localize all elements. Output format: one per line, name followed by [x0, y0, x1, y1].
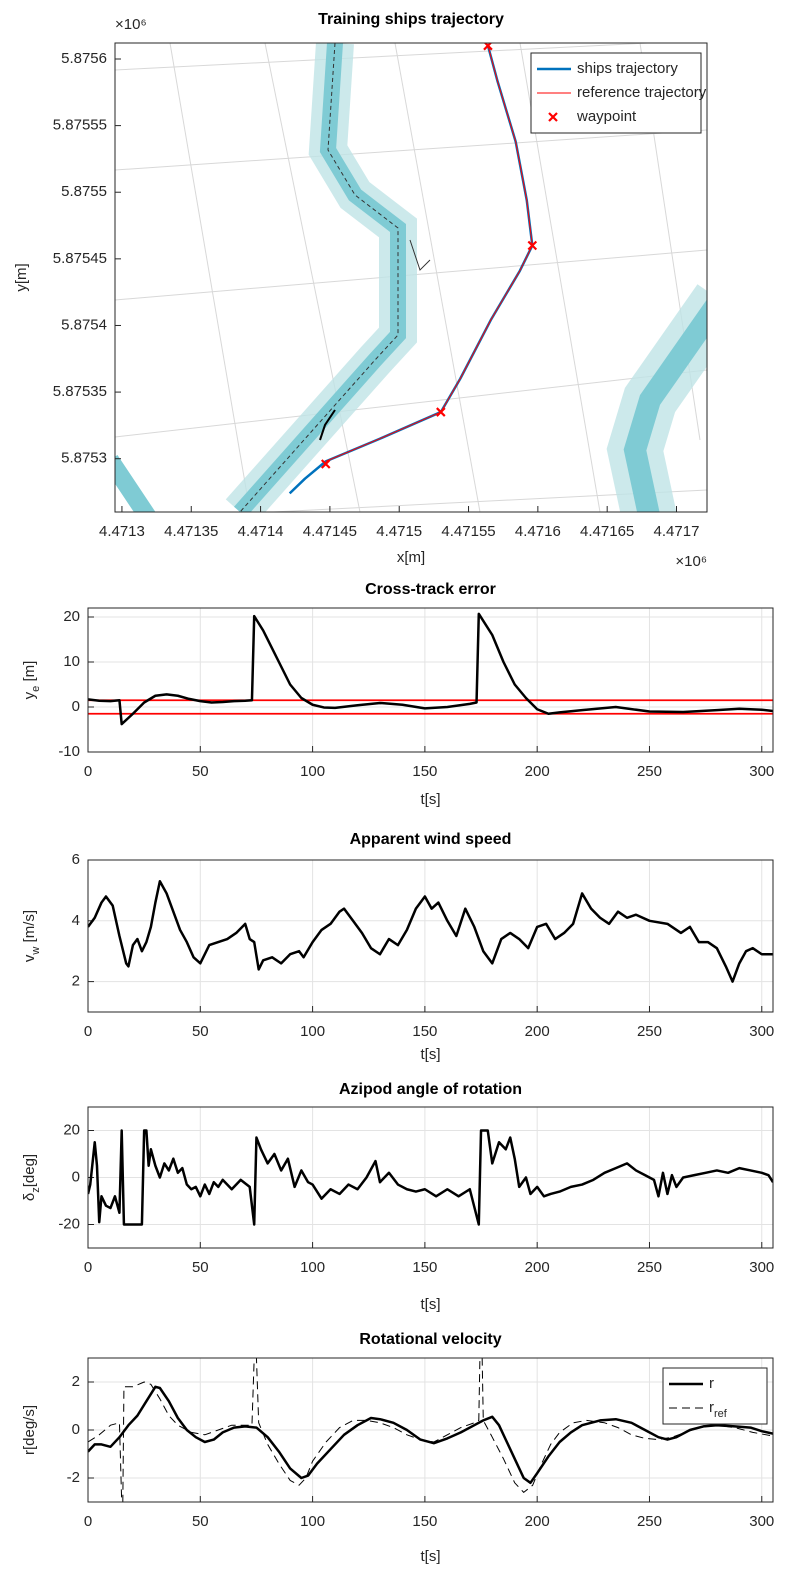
- plot-area: [88, 608, 773, 752]
- x-tick-label: 4.4714: [238, 523, 284, 540]
- legend-name: r: [709, 1375, 714, 1392]
- y-tick-label: 0: [72, 1421, 80, 1438]
- legend-name: waypoint: [576, 108, 637, 125]
- x-tick-label: 0: [84, 1259, 92, 1276]
- y-axis-label-suffix: [m/s]: [21, 910, 38, 947]
- x-tick-label: 300: [749, 1023, 774, 1040]
- x-axis-label: x[m]: [397, 549, 425, 566]
- figure: Training ships trajectory x[m] y[m] ×10⁶ ×10…: [0, 0, 787, 1594]
- x-tick-label: 4.4713: [99, 523, 145, 540]
- y-axis-label-suffix: [deg]: [21, 1154, 38, 1187]
- y-tick-label: 5.8754: [61, 316, 107, 333]
- x-axis-label: t[s]: [420, 1046, 440, 1063]
- x-tick-label: 0: [84, 763, 92, 780]
- y-tick-label: 2: [72, 1373, 80, 1390]
- x-tick-label: 300: [749, 1259, 774, 1276]
- x-tick-label: 4.4716: [515, 523, 561, 540]
- x-axis-label: t[s]: [420, 1548, 440, 1565]
- x-axis-label: t[s]: [420, 791, 440, 808]
- y-axis-label: r[deg/s]: [21, 1405, 38, 1455]
- x-tick-label: 4.4717: [654, 523, 700, 540]
- legend-subscript: ref: [714, 1408, 728, 1420]
- legend-label: r: [709, 1375, 714, 1392]
- x-tick-label: 50: [192, 763, 209, 780]
- x-tick-label: 50: [192, 1513, 209, 1530]
- x-tick-label: 4.47155: [441, 523, 495, 540]
- y-tick-label: 20: [63, 1121, 80, 1138]
- y-tick-label: 5.87545: [53, 250, 107, 267]
- x-tick-label: 150: [412, 1023, 437, 1040]
- y-tick-label: -20: [58, 1215, 80, 1232]
- x-tick-label: 100: [300, 763, 325, 780]
- chart-title: Apparent wind speed: [350, 831, 512, 848]
- x-axis-label: t[s]: [420, 1296, 440, 1313]
- chart-title: Azipod angle of rotation: [339, 1081, 522, 1098]
- chart-title: Rotational velocity: [359, 1331, 501, 1348]
- y-axis-label: vw [m/s]: [21, 910, 42, 962]
- y-tick-label: 6: [72, 851, 80, 868]
- y-tick-label: 5.8756: [61, 50, 107, 67]
- x-tick-label: 300: [749, 1513, 774, 1530]
- y-tick-label: 10: [63, 653, 80, 670]
- plot-area: [88, 860, 773, 1012]
- y-tick-label: 0: [72, 698, 80, 715]
- y-tick-label: 5.87555: [53, 117, 107, 134]
- x-tick-label: 200: [525, 1259, 550, 1276]
- x-tick-label: 150: [412, 763, 437, 780]
- y-tick-label: 0: [72, 1168, 80, 1185]
- x-tick-label: 250: [637, 763, 662, 780]
- x-tick-label: 250: [637, 1259, 662, 1276]
- y-axis-label: δz[deg]: [21, 1154, 42, 1201]
- x-tick-label: 4.4715: [376, 523, 422, 540]
- x-tick-label: 4.47135: [164, 523, 218, 540]
- y-tick-label: 4: [72, 912, 80, 929]
- x-tick-label: 150: [412, 1259, 437, 1276]
- x-tick-label: 100: [300, 1513, 325, 1530]
- y-tick-label: -2: [67, 1469, 80, 1486]
- x-tick-label: 100: [300, 1259, 325, 1276]
- x-tick-label: 50: [192, 1023, 209, 1040]
- x-tick-label: 200: [525, 1023, 550, 1040]
- x-tick-label: 4.47145: [303, 523, 357, 540]
- legend-name: reference trajectory: [577, 84, 707, 101]
- legend-label: ships trajectory: [577, 60, 678, 77]
- x-tick-label: 0: [84, 1513, 92, 1530]
- y-axis-label-subscript: w: [30, 947, 42, 956]
- y-multiplier: ×10⁶: [115, 16, 147, 33]
- x-multiplier: ×10⁶: [675, 553, 707, 570]
- x-tick-label: 250: [637, 1023, 662, 1040]
- y-axis-label: ye [m]: [21, 661, 42, 700]
- y-tick-label: 2: [72, 973, 80, 990]
- legend-label: reference trajectory: [577, 84, 707, 101]
- chart-title: Cross-track error: [365, 581, 496, 598]
- x-tick-label: 150: [412, 1513, 437, 1530]
- y-tick-label: 5.8753: [61, 450, 107, 467]
- x-tick-label: 50: [192, 1259, 209, 1276]
- x-tick-label: 0: [84, 1023, 92, 1040]
- x-tick-label: 4.47165: [580, 523, 634, 540]
- x-tick-label: 200: [525, 1513, 550, 1530]
- x-tick-label: 250: [637, 1513, 662, 1530]
- y-tick-label: -10: [58, 743, 80, 760]
- y-tick-label: 5.8755: [61, 183, 107, 200]
- x-tick-label: 300: [749, 763, 774, 780]
- x-tick-label: 100: [300, 1023, 325, 1040]
- y-axis-label-main: y[m]: [13, 263, 30, 291]
- y-axis-label: y[m]: [13, 263, 30, 291]
- chart-title: Training ships trajectory: [318, 11, 504, 28]
- y-axis-label-main: r[deg/s]: [21, 1405, 38, 1455]
- y-tick-label: 5.87535: [53, 383, 107, 400]
- y-tick-label: 20: [63, 608, 80, 625]
- y-axis-label-suffix: [m]: [21, 661, 38, 686]
- legend-label: waypoint: [576, 108, 637, 125]
- legend-name: ships trajectory: [577, 60, 678, 77]
- x-tick-label: 200: [525, 763, 550, 780]
- y-axis-label-main: δ: [21, 1193, 38, 1201]
